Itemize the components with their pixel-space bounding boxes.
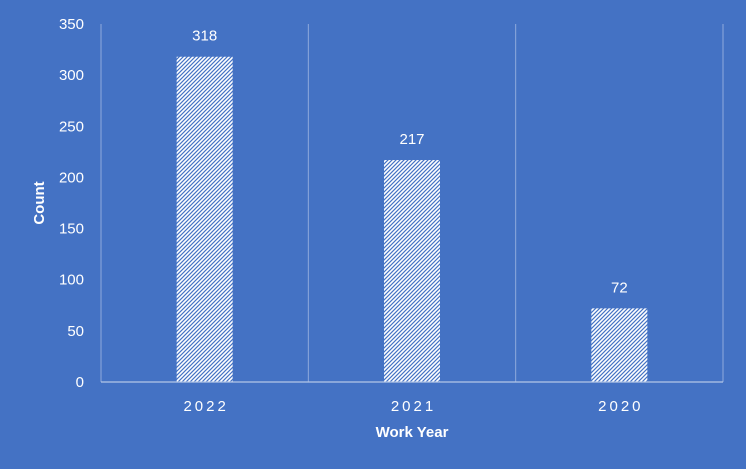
data-label-2021: 217 bbox=[399, 131, 424, 148]
bars bbox=[176, 56, 648, 382]
y-tick-label: 100 bbox=[59, 272, 84, 289]
y-tick-label: 350 bbox=[59, 16, 84, 33]
x-tick-label-2020: 2020 bbox=[598, 398, 643, 415]
y-axis-title: Count bbox=[31, 181, 48, 224]
y-tick-label: 150 bbox=[59, 221, 84, 238]
data-label-2022: 318 bbox=[192, 28, 217, 45]
y-tick-label: 50 bbox=[67, 323, 84, 340]
bar-2020 bbox=[591, 308, 648, 382]
data-label-2020: 72 bbox=[611, 279, 628, 296]
bar-2022 bbox=[176, 56, 233, 382]
y-tick-label: 250 bbox=[59, 118, 84, 135]
x-tick-label-2022: 2022 bbox=[183, 398, 228, 415]
labels: 0 50 100 150 200 250 300 350 318 2022 217 2021 72 202… bbox=[59, 16, 643, 415]
x-axis-title: Work Year bbox=[376, 424, 449, 441]
gridlines bbox=[100, 24, 724, 382]
y-tick-label: 200 bbox=[59, 169, 84, 186]
y-tick-label: 0 bbox=[76, 374, 84, 391]
y-tick-label: 300 bbox=[59, 67, 84, 84]
bar-2021 bbox=[384, 160, 440, 382]
x-tick-label-2021: 2021 bbox=[391, 398, 436, 415]
